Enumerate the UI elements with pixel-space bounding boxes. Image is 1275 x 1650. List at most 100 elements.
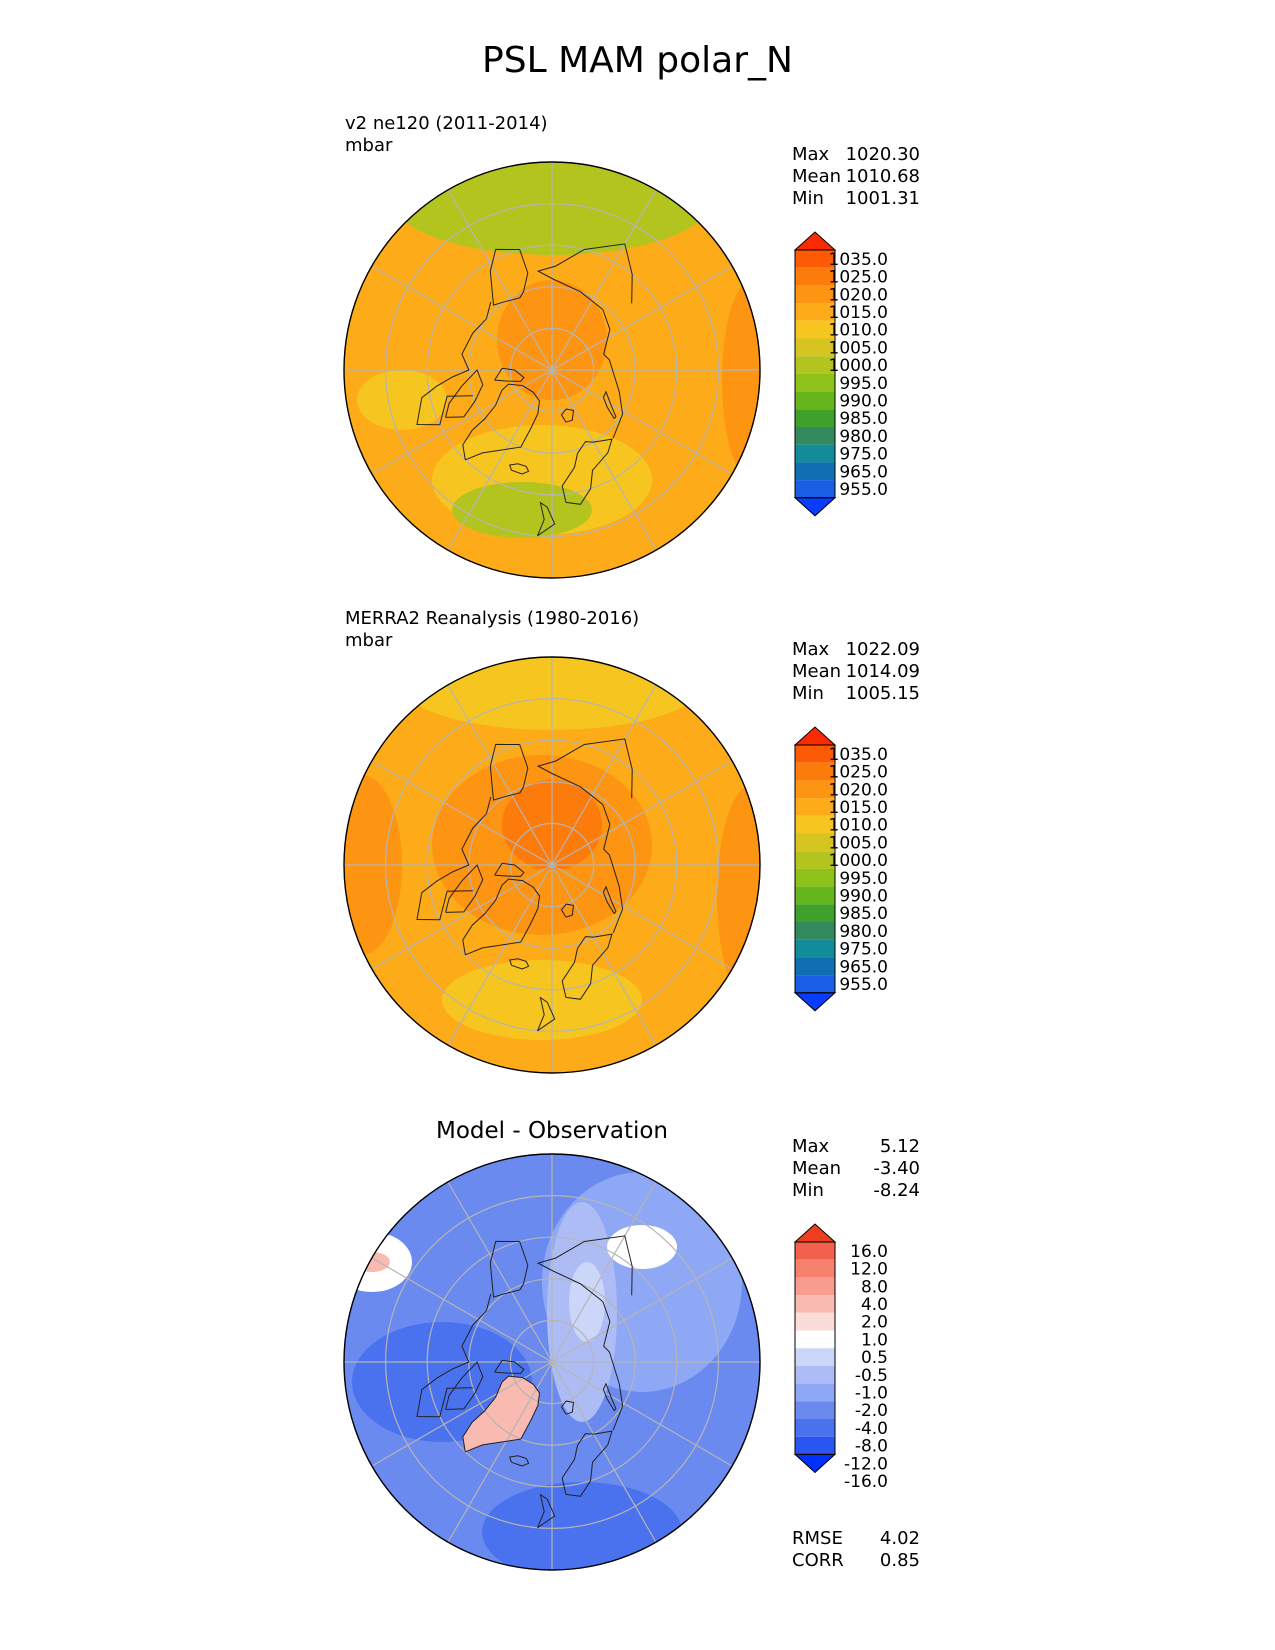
coastline-iceland — [509, 463, 530, 475]
meridian-line — [447, 1181, 553, 1363]
meridian-line — [551, 369, 657, 551]
map-border — [343, 1153, 761, 1571]
colorbar-3-swatch — [795, 1401, 835, 1419]
colorbar-3-extend-min — [793, 1453, 837, 1474]
meridian-line — [447, 684, 553, 866]
meridian-line — [371, 760, 553, 866]
coastline-greenland — [462, 878, 541, 956]
colorbar-1-extend-max — [793, 231, 837, 251]
coastline-uk — [537, 996, 556, 1032]
stat-corr-label: CORR — [792, 1550, 844, 1571]
colorbar-3-tick-label: -2.0 — [855, 1401, 888, 1421]
coastline-uk — [537, 1493, 556, 1529]
panel-2-label: MERRA2 Reanalysis (1980-2016) mbar — [345, 608, 639, 652]
panel-3-polar-map — [343, 1153, 761, 1571]
colorbar-3-tick-label: 0.5 — [861, 1348, 888, 1368]
coastline-siberia — [536, 1235, 633, 1431]
coastline-greenland — [462, 1375, 541, 1453]
colorbar-1-swatch — [795, 267, 835, 286]
colorbar-2-tick-label: 975.0 — [839, 940, 888, 960]
colorbar-3-tick-label: -1.0 — [855, 1383, 888, 1403]
colorbar-1-tick-label: 980.0 — [839, 427, 888, 447]
colorbar-3-tick-label: -8.0 — [855, 1437, 888, 1457]
colorbar-3-extend-max — [793, 1223, 837, 1243]
coastline-alaska — [489, 1240, 529, 1298]
coastline-greenland — [462, 383, 541, 461]
colorbar-3-swatch — [795, 1295, 835, 1313]
stat-max-value: 1020.30 — [845, 144, 920, 165]
colorbar-2-tick-label: 990.0 — [839, 886, 888, 906]
colorbar-1-swatch — [795, 391, 835, 410]
panel-1-label: v2 ne120 (2011-2014) mbar — [345, 113, 548, 157]
field-zero-patch — [607, 1225, 677, 1269]
colorbar-2-tick-label: 1005.0 — [829, 833, 888, 853]
stat-min-value: -8.24 — [873, 1180, 920, 1201]
coastline-alaska — [489, 248, 529, 306]
colorbar-3-tick-label: 8.0 — [861, 1277, 888, 1297]
colorbar-3-tick-label: -4.0 — [855, 1419, 888, 1439]
coastline-iceland — [509, 958, 530, 970]
meridian-line — [371, 864, 553, 970]
panel-2-polar-map — [343, 656, 761, 1074]
colorbar-3-tick-label: 2.0 — [861, 1313, 888, 1333]
colorbar-3-swatch — [795, 1348, 835, 1366]
stat-min-label: Min — [792, 1180, 824, 1201]
coastline-scandinavia — [561, 933, 613, 1000]
coastline-iceland — [509, 1455, 530, 1467]
stat-min-value: 1001.31 — [845, 188, 920, 209]
meridian-line — [447, 189, 553, 371]
colorbar-1-swatch — [795, 338, 835, 357]
colorbar-2-swatch — [795, 939, 835, 958]
colorbar-2-swatch — [795, 851, 835, 869]
colorbar-2-tick-label: 955.0 — [839, 975, 888, 995]
coastline-baffin — [445, 1361, 484, 1410]
colorbar-1-tick-label: 985.0 — [839, 409, 888, 429]
field-icelandic-low — [452, 482, 592, 538]
coastline-novaya — [602, 885, 617, 914]
panel-2-stats: Max 1022.09 Mean 1014.09 Min 1005.15 — [792, 639, 920, 705]
coastline-svalbard — [560, 1400, 575, 1415]
colorbar-2-tick-label: 1015.0 — [829, 798, 888, 818]
colorbar-2-swatch — [795, 798, 835, 816]
colorbar-3-swatch — [795, 1383, 835, 1402]
stat-mean-value: 1014.09 — [845, 661, 920, 682]
meridian-line — [551, 684, 657, 866]
coastline-ellesmere — [494, 367, 525, 382]
colorbar-3-tick-label: -0.5 — [855, 1366, 888, 1386]
colorbar-3-swatch — [795, 1436, 835, 1455]
colorbar-3-swatch — [795, 1312, 835, 1331]
stat-max-label: Max — [792, 1136, 830, 1157]
colorbar-2-extend-min — [793, 992, 837, 1012]
coastline-canada — [416, 1293, 492, 1418]
stat-min-label: Min — [792, 188, 824, 209]
panel-2-units: mbar — [345, 630, 393, 651]
colorbar-3-swatch — [795, 1259, 835, 1278]
colorbar-3-swatch — [795, 1419, 835, 1437]
map-border — [343, 656, 761, 1074]
colorbar-2-tick-label: 980.0 — [839, 922, 888, 942]
stat-mean-value: -3.40 — [873, 1158, 920, 1179]
colorbar-1-tick-label: 1005.0 — [829, 338, 888, 358]
colorbar-2-swatch — [795, 904, 835, 922]
colorbar-2-swatch — [795, 780, 835, 799]
colorbar-3-tick-label: -16.0 — [844, 1472, 888, 1492]
panel-1-dataset: v2 ne120 (2011-2014) — [345, 113, 548, 134]
meridian-line — [551, 864, 733, 970]
meridian-line — [551, 760, 733, 866]
stat-rmse-value: 4.02 — [879, 1528, 920, 1549]
coastline-baffin — [445, 369, 484, 418]
colorbar-1-swatch — [795, 250, 835, 268]
panel-2-dataset: MERRA2 Reanalysis (1980-2016) — [345, 608, 640, 629]
stat-max-label: Max — [792, 144, 830, 165]
colorbar-3-swatch — [795, 1330, 835, 1349]
stat-max-value: 5.12 — [879, 1136, 920, 1157]
colorbar-1-tick-label: 1000.0 — [829, 356, 888, 376]
coastline-svalbard — [560, 408, 575, 423]
meridian-line — [551, 1361, 733, 1467]
panel-3-stats: Max 5.12 Mean -3.40 Min -8.24 — [792, 1136, 920, 1202]
colorbar-2-frame — [794, 744, 836, 994]
colorbar-1-extend-min — [793, 497, 837, 517]
stat-mean-label: Mean — [792, 1158, 842, 1179]
coastline-novaya — [602, 1382, 617, 1411]
field-positive-greenland — [462, 1376, 540, 1452]
